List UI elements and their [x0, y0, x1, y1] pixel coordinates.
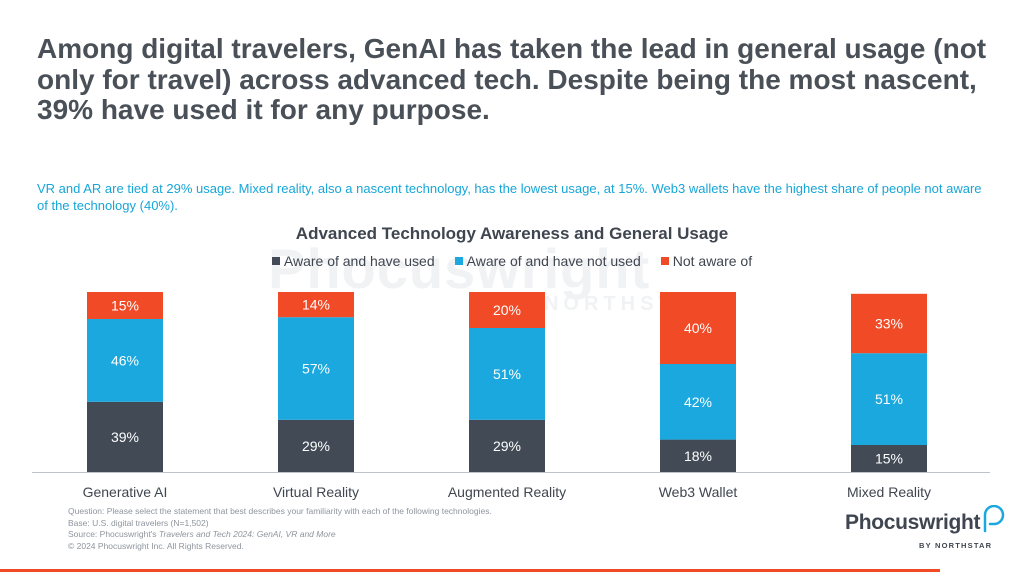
- data-label-mixed-reality-not-aware: 33%: [875, 316, 903, 332]
- legend-item-used: Aware of and have used: [271, 252, 435, 270]
- footnote-source-prefix: Source: Phocuswright's: [68, 529, 159, 539]
- watermark: Phocuswright BY NORTHSTAR: [268, 236, 768, 316]
- legend-label-not-used: Aware of and have not used: [466, 253, 641, 269]
- bar-mixed-reality-used: [851, 445, 927, 472]
- data-label-virtual-reality-not-used: 57%: [302, 361, 330, 377]
- legend-label-not-aware: Not aware of: [672, 253, 753, 269]
- footnotes: Question: Please select the statement th…: [68, 506, 492, 552]
- bar-augmented-reality-not-aware: [469, 292, 545, 328]
- bar-virtual-reality-not-used: [278, 317, 354, 420]
- bar-virtual-reality-not-aware: [278, 292, 354, 318]
- legend-swatch-not-aware: [660, 257, 669, 265]
- bar-augmented-reality-used: [469, 419, 545, 472]
- data-label-web3-wallet-not-aware: 40%: [684, 320, 712, 336]
- x-tick-label-web3-wallet: Web3 Wallet: [659, 484, 738, 500]
- watermark-brand: Phocuswright: [268, 237, 651, 300]
- bar-web3-wallet-not-used: [660, 364, 736, 440]
- logo-by: BY NORTHSTAR: [919, 541, 993, 550]
- bar-mixed-reality-not-aware: [851, 293, 927, 354]
- legend-label-used: Aware of and have used: [283, 253, 435, 269]
- footnote-source-title: Travelers and Tech 2024: GenAI, VR and M…: [158, 529, 336, 539]
- bottom-accent-rule: [0, 569, 940, 572]
- data-label-web3-wallet-not-used: 42%: [684, 394, 712, 410]
- footnote-question: Question: Please select the statement th…: [68, 506, 492, 516]
- footnote-copyright: © 2024 Phocuswright Inc. All Rights Rese…: [68, 540, 244, 551]
- bar-generative-ai-not-aware: [87, 292, 163, 319]
- x-tick-label-virtual-reality: Virtual Reality: [273, 484, 359, 500]
- watermark-by: BY NORTHSTAR: [496, 293, 714, 315]
- data-label-generative-ai-not-used: 46%: [111, 352, 139, 368]
- data-label-augmented-reality-not-used: 51%: [493, 366, 521, 382]
- bar-generative-ai-not-used: [87, 319, 163, 402]
- data-label-web3-wallet-used: 18%: [684, 448, 712, 464]
- speech-bubble-icon: [983, 505, 1005, 533]
- legend-swatch-used: [271, 257, 280, 265]
- data-label-augmented-reality-not-aware: 20%: [493, 302, 521, 318]
- data-label-mixed-reality-used: 15%: [875, 451, 903, 467]
- data-label-virtual-reality-used: 29%: [302, 438, 330, 454]
- bar-mixed-reality-not-used: [851, 353, 927, 445]
- chart-title: Advanced Technology Awareness and Genera…: [295, 224, 729, 243]
- brand-logo: Phocuswright BY NORTHSTAR: [845, 505, 1015, 553]
- bar-augmented-reality-not-used: [469, 328, 545, 420]
- data-label-augmented-reality-used: 29%: [493, 438, 521, 454]
- legend-swatch-not-used: [454, 257, 463, 265]
- legend-item-not-used: Aware of and have not used: [454, 252, 641, 270]
- data-label-generative-ai-used: 39%: [111, 429, 139, 445]
- bar-virtual-reality-used: [278, 419, 354, 472]
- headline: Among digital travelers, GenAI has taken…: [37, 33, 987, 125]
- x-tick-label-augmented-reality: Augmented Reality: [448, 484, 566, 500]
- data-label-generative-ai-not-aware: 15%: [111, 298, 139, 314]
- data-label-mixed-reality-not-used: 51%: [875, 391, 903, 407]
- x-tick-label-generative-ai: Generative AI: [83, 484, 168, 500]
- bar-web3-wallet-not-aware: [660, 292, 736, 364]
- bar-web3-wallet-used: [660, 439, 736, 472]
- bar-generative-ai-used: [87, 401, 163, 472]
- data-label-virtual-reality-not-aware: 14%: [302, 297, 330, 313]
- logo-name: Phocuswright: [845, 511, 981, 534]
- subheadline: VR and AR are tied at 29% usage. Mixed r…: [37, 181, 982, 213]
- footnote-source: Source: Phocuswright's Travelers and Tec…: [68, 529, 492, 541]
- legend-item-not-aware: Not aware of: [660, 252, 753, 270]
- chart-legend: Aware of and have used Aware of and have…: [0, 252, 1024, 270]
- footnote-base: Base: U.S. digital travelers (N=1,502): [68, 517, 209, 528]
- x-tick-label-mixed-reality: Mixed Reality: [847, 484, 931, 500]
